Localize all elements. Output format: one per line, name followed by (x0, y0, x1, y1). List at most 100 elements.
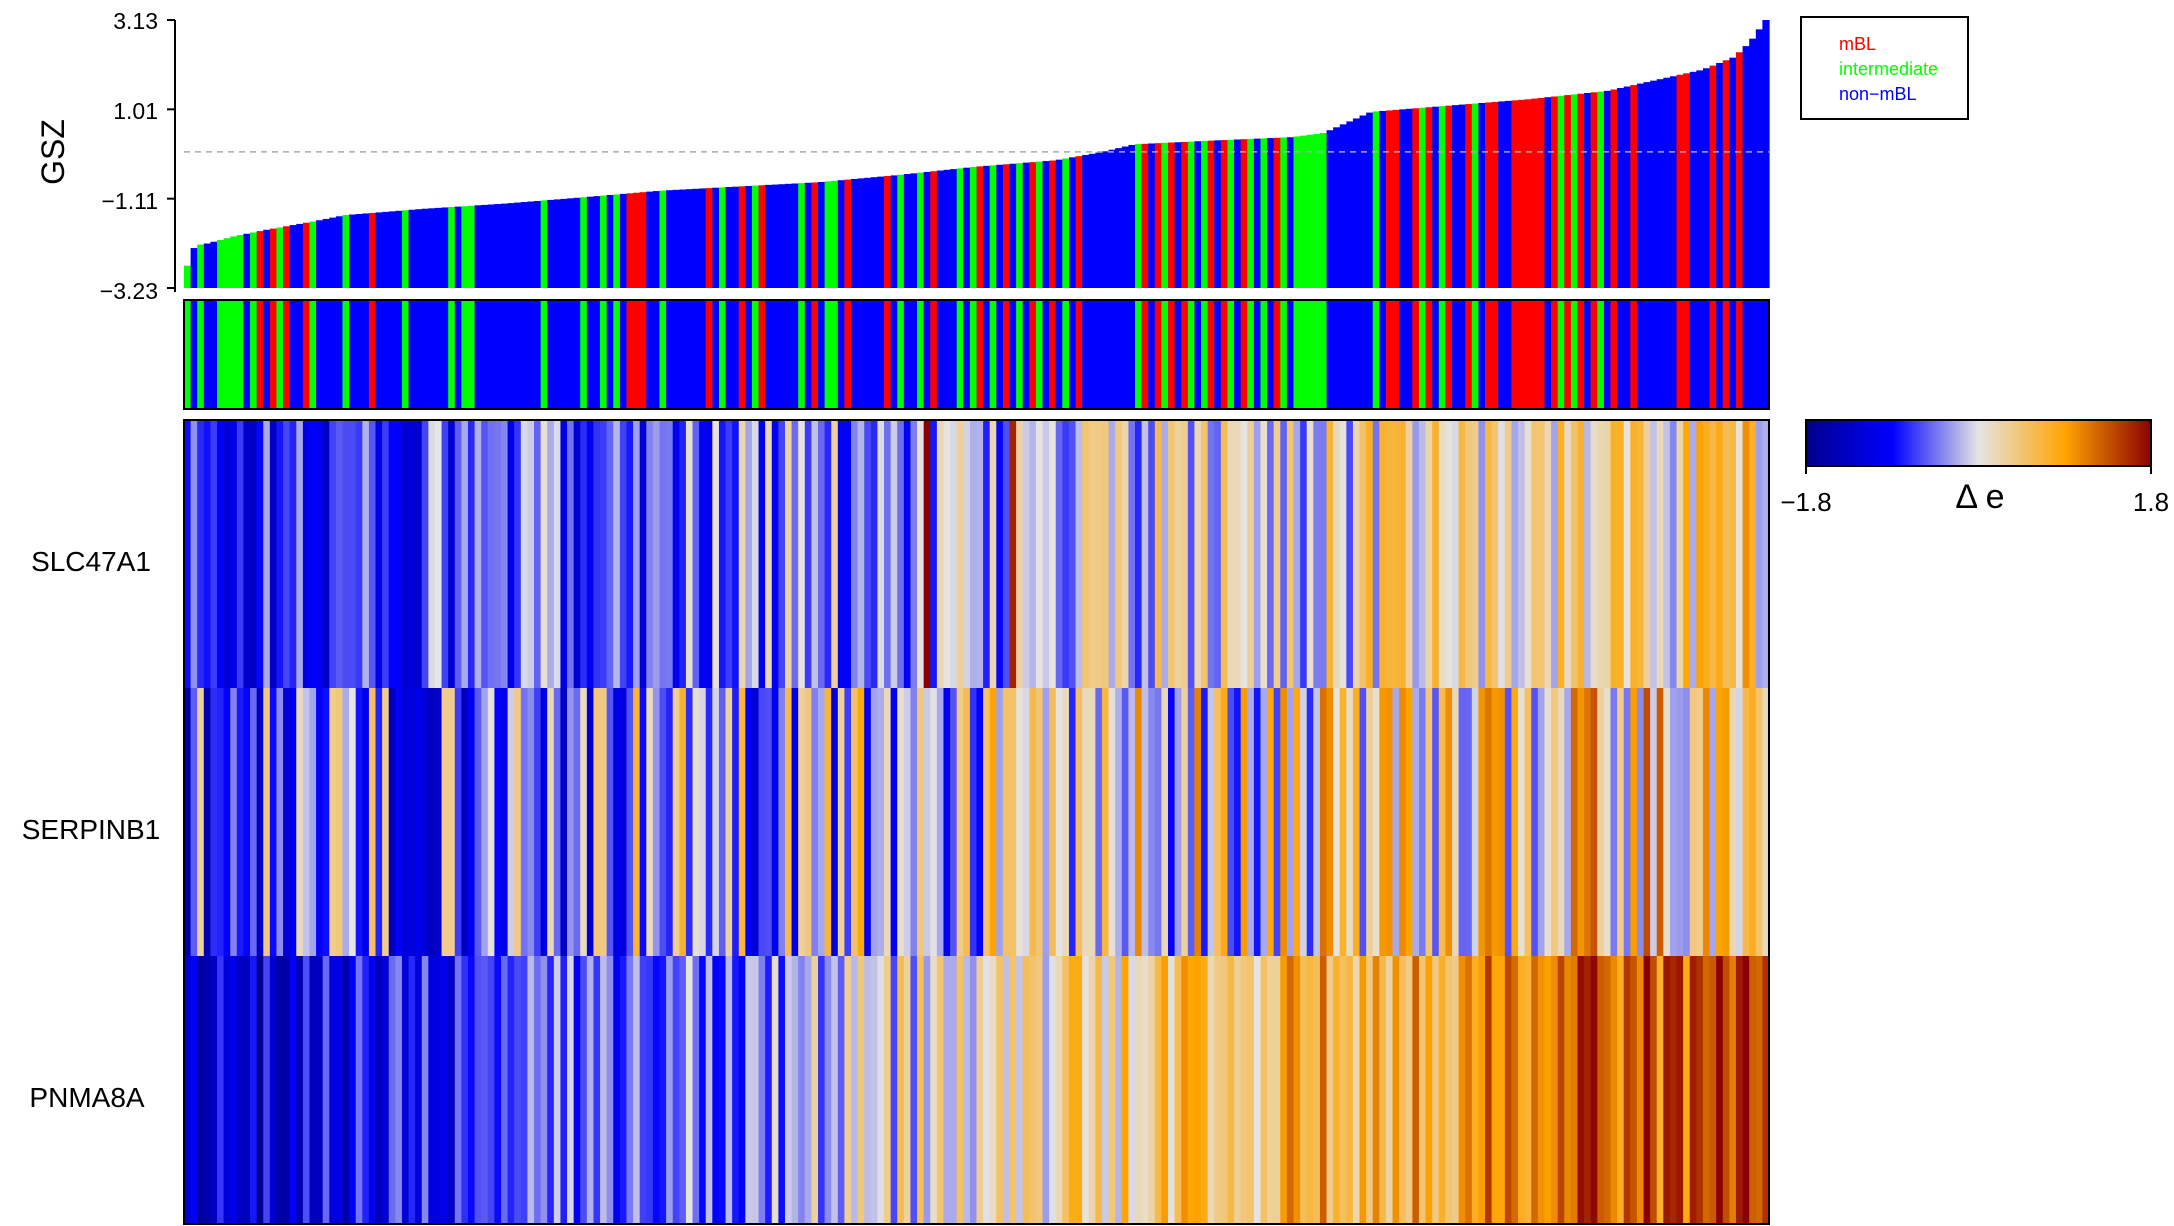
heatmap-cell (269, 420, 278, 688)
heatmap-cell (745, 956, 753, 1224)
heatmap-cell (322, 956, 330, 1224)
heatmap-cell (844, 688, 852, 956)
heatmap-cell (652, 688, 661, 956)
group-strip-cell (1537, 300, 1546, 409)
heatmap-cell (1683, 420, 1691, 688)
group-strip-cell (1247, 300, 1255, 409)
gsz-bar (256, 231, 264, 288)
heatmap-cell (1584, 956, 1592, 1224)
heatmap-cell (276, 420, 284, 688)
heatmap-cell (1359, 420, 1367, 688)
heatmap-cell (1273, 956, 1281, 1224)
heatmap-cell (679, 956, 687, 1224)
heatmap-cell (1372, 420, 1380, 688)
heatmap-cell (851, 420, 859, 688)
heatmap-cell (1471, 420, 1480, 688)
group-strip-cell (950, 300, 958, 409)
heatmap-cell (355, 420, 363, 688)
gsz-bar (897, 174, 905, 288)
heatmap-cell (1722, 420, 1730, 688)
group-strip-cell (672, 300, 680, 409)
heatmap-cell (1570, 688, 1579, 956)
heatmap-cell (1452, 420, 1460, 688)
heatmap-cell (1617, 956, 1625, 1224)
heatmap-cell (428, 956, 436, 1224)
gsz-bar (415, 209, 423, 288)
gsz-bar (619, 193, 628, 288)
heatmap-cell (1319, 688, 1328, 956)
heatmap-cell (1009, 956, 1017, 1224)
gsz-bar (1702, 68, 1711, 289)
heatmap-cell (738, 420, 746, 688)
heatmap-cell (1524, 420, 1532, 688)
group-strip-cell (1055, 300, 1063, 409)
heatmap-cell (1227, 956, 1235, 1224)
heatmap-cell (1214, 420, 1222, 688)
heatmap-cell (474, 420, 482, 688)
heatmap-cell (421, 420, 429, 688)
heatmap-cell (732, 420, 740, 688)
group-strip-cell (619, 300, 628, 409)
heatmap-cell (1537, 956, 1546, 1224)
group-strip-cell (448, 300, 456, 409)
heatmap-cell (276, 956, 284, 1224)
heatmap-cell (1035, 688, 1044, 956)
gsz-bar (335, 216, 344, 288)
group-strip-cell (190, 300, 198, 409)
gsz-bar (1128, 144, 1136, 288)
heatmap-cell (1333, 688, 1341, 956)
heatmap-cell (1557, 420, 1565, 688)
heatmap-cell (811, 688, 819, 956)
heatmap-cell (989, 956, 997, 1224)
group-strip-cell (355, 300, 363, 409)
heatmap-cell (1551, 420, 1559, 688)
gsz-bar (884, 176, 892, 288)
heatmap-cell (316, 420, 324, 688)
heatmap-cell (553, 688, 562, 956)
heatmap-cell (217, 688, 225, 956)
heatmap-cell (302, 956, 311, 1224)
heatmap-cell (646, 688, 654, 956)
heatmap-cell (441, 956, 449, 1224)
heatmap-cell (718, 956, 727, 1224)
gsz-bar (1141, 143, 1149, 288)
heatmap-cell (1485, 956, 1493, 1224)
group-strip-cell (1544, 300, 1552, 409)
group-strip-cell (679, 300, 687, 409)
heatmap-cell (1702, 956, 1711, 1224)
heatmap-cell (1082, 688, 1090, 956)
heatmap-cells (184, 420, 1770, 1224)
group-strip-cell (1716, 300, 1724, 409)
heatmap-cell (197, 420, 205, 688)
heatmap-cell (567, 956, 575, 1224)
gsz-bar (302, 222, 311, 288)
group-strip-cell (818, 300, 826, 409)
heatmap-cell (1636, 688, 1645, 956)
heatmap-cell (1234, 956, 1242, 1224)
group-strip-cell (309, 300, 317, 409)
heatmap-cell (263, 688, 271, 956)
gsz-bar (1372, 111, 1380, 289)
gsz-bar (520, 202, 529, 288)
group-strip-cell (1220, 300, 1229, 409)
heatmap-cell (1623, 956, 1631, 1224)
heatmap-cell (1372, 956, 1380, 1224)
heatmap-cell (276, 688, 284, 956)
heatmap-cell (1518, 688, 1526, 956)
group-strip-cell (732, 300, 740, 409)
group-strip-cell (1491, 300, 1499, 409)
heatmap-cell (1498, 420, 1506, 688)
group-strip-cell (1755, 300, 1763, 409)
heatmap-cell (1478, 688, 1486, 956)
group-strip-cell (1696, 300, 1704, 409)
heatmap-cell (1280, 956, 1288, 1224)
gsz-bar (1438, 106, 1446, 289)
heatmap-cell (296, 420, 304, 688)
heatmap-cell (1412, 956, 1420, 1224)
gsz-bar (613, 194, 621, 288)
group-strip-cell (573, 300, 581, 409)
group-strip-cell (1742, 300, 1750, 409)
gsz-bar (573, 197, 581, 288)
gsz-bar (791, 183, 799, 288)
heatmap-cell (791, 956, 799, 1224)
